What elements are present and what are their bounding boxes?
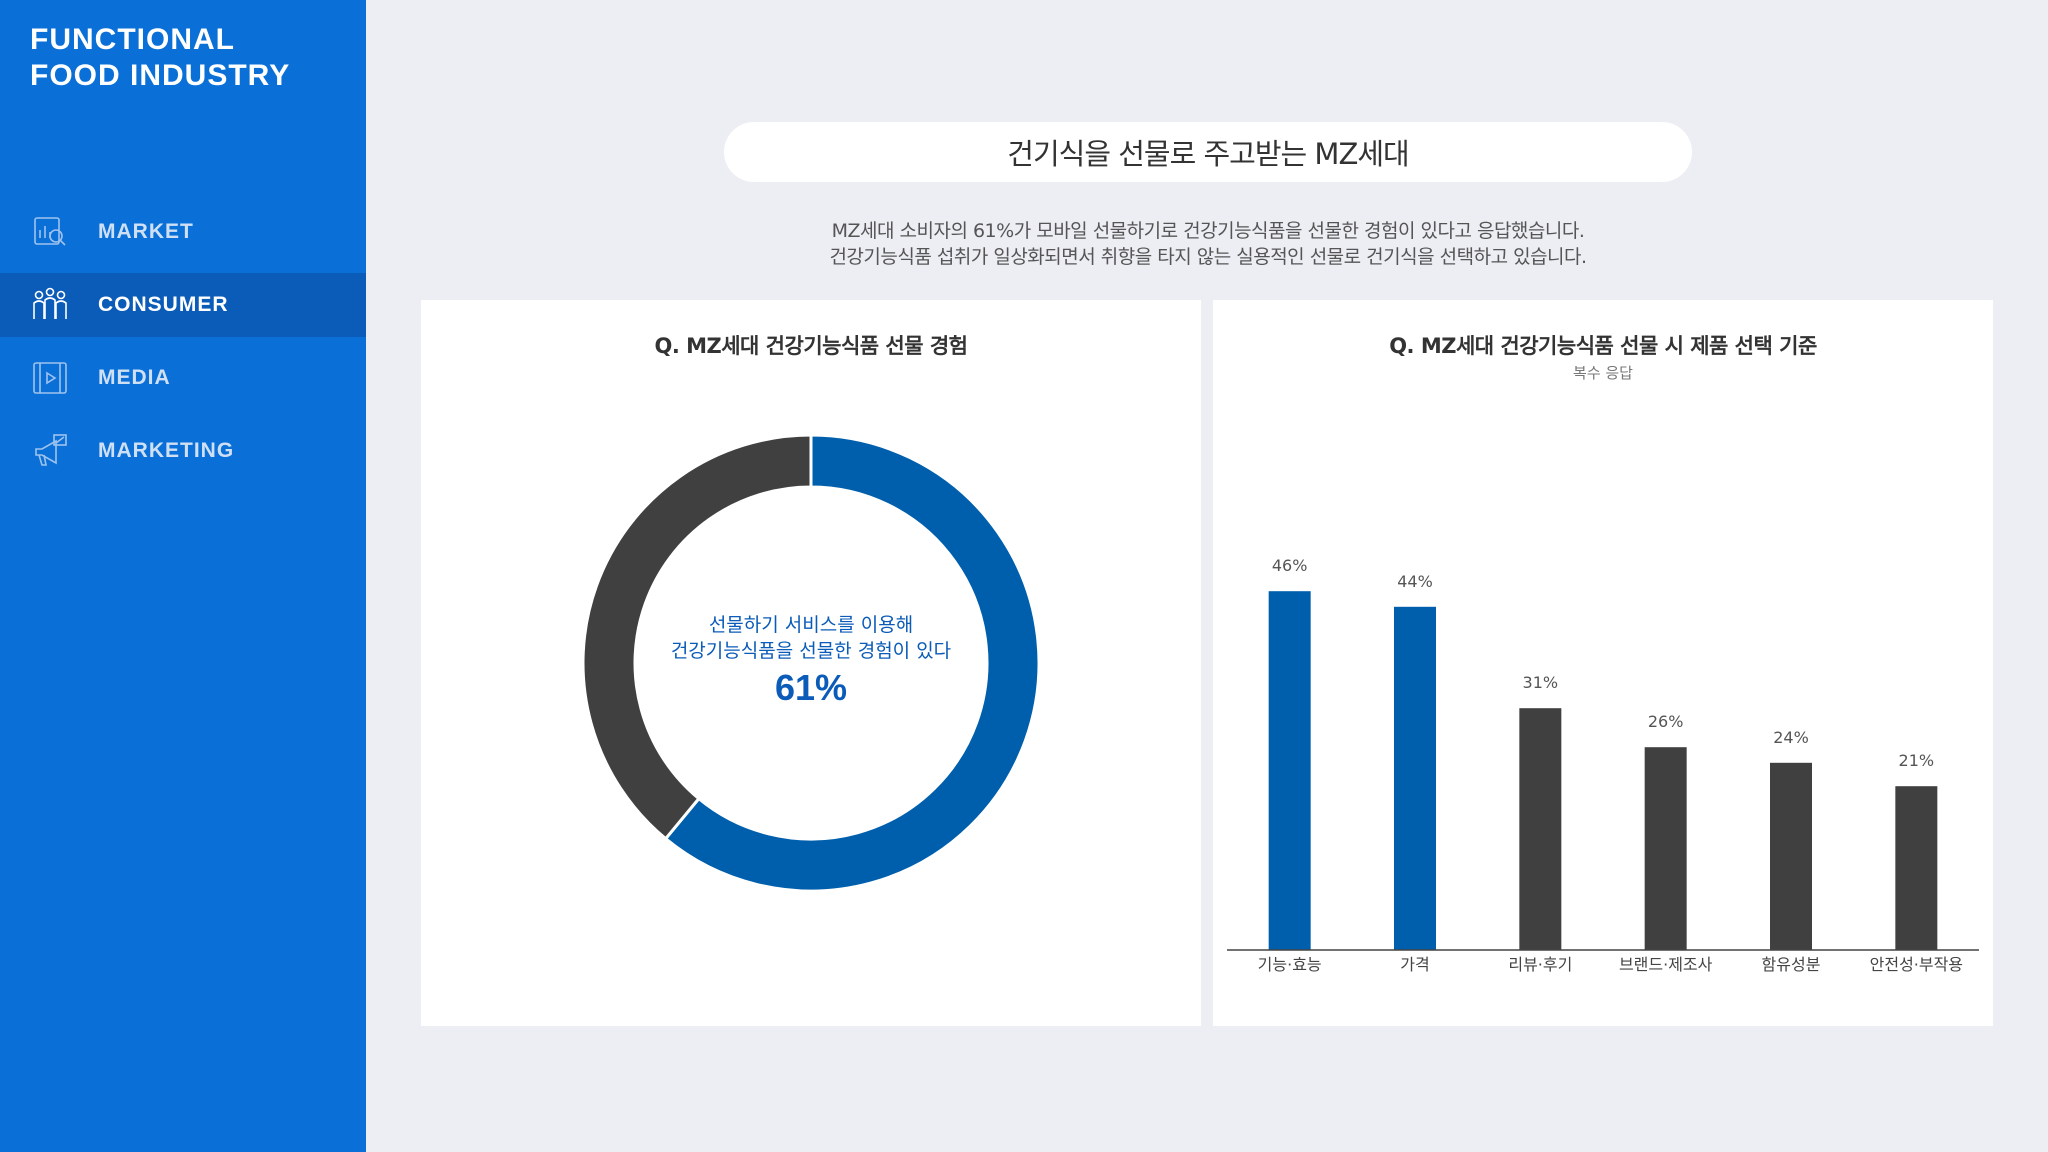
bar-value-label: 24% bbox=[1773, 728, 1809, 747]
donut-chart bbox=[581, 433, 1041, 893]
bar-4 bbox=[1770, 762, 1812, 950]
page-description: MZ세대 소비자의 61%가 모바일 선물하기로 건강기능식품을 선물한 경험이… bbox=[700, 218, 1716, 270]
bar-value-label: 46% bbox=[1272, 556, 1308, 575]
bar-value-label: 26% bbox=[1648, 712, 1684, 731]
consumer-icon bbox=[30, 285, 70, 325]
donut-center-value: 61% bbox=[774, 667, 848, 708]
bar-3 bbox=[1644, 747, 1687, 950]
donut-chart-panel: Q. MZ세대 건강기능식품 선물 경험 선물하기 서비스를 이용해 건강기능식… bbox=[421, 300, 1201, 1026]
donut-chart-title: Q. MZ세대 건강기능식품 선물 경험 bbox=[654, 334, 968, 358]
bar-category-label: 기능·효능 bbox=[1258, 955, 1322, 974]
bar-chart-note: 복수 응답 bbox=[1573, 364, 1633, 382]
market-icon bbox=[30, 212, 70, 252]
bar-category-label: 가격 bbox=[1400, 955, 1429, 974]
description-line-1: MZ세대 소비자의 61%가 모바일 선물하기로 건강기능식품을 선물한 경험이… bbox=[831, 220, 1585, 242]
bar-chart-panel: Q. MZ세대 건강기능식품 선물 시 제품 선택 기준 복수 응답 46% 기능… bbox=[1213, 300, 1993, 1026]
bar-chart: 46% 기능·효능 44% 가격 31% 리뷰·후기 26% 브랜드·제조사 24% 함유성분 21… bbox=[1227, 556, 1979, 974]
bar-5 bbox=[1895, 786, 1938, 950]
sidebar: FUNCTIONAL FOOD INDUSTRY MARKET CONSUMER bbox=[0, 0, 366, 1152]
bar-category-label: 브랜드·제조사 bbox=[1619, 955, 1713, 974]
sidebar-item-marketing[interactable]: MARKETING bbox=[0, 419, 366, 483]
sidebar-item-market[interactable]: MARKET bbox=[0, 200, 366, 264]
bar-category-label: 안전성·부작용 bbox=[1870, 955, 1963, 974]
bar-2 bbox=[1519, 708, 1562, 950]
description-line-2: 건강기능식품 섭취가 일상화되면서 취향을 타지 않는 실용적인 선물로 건기식… bbox=[829, 246, 1587, 268]
media-icon bbox=[30, 358, 70, 398]
donut-slice-0 bbox=[663, 433, 1041, 893]
sidebar-item-label: CONSUMER bbox=[98, 293, 229, 316]
bar-chart-title: Q. MZ세대 건강기능식품 선물 시 제품 선택 기준 bbox=[1389, 334, 1817, 358]
donut-slice-1 bbox=[581, 433, 813, 841]
donut-center-line-1: 선물하기 서비스를 이용해 bbox=[708, 614, 914, 636]
brand-line-1: FUNCTIONAL bbox=[30, 23, 235, 56]
page-title: 건기식을 선물로 주고받는 MZ세대 bbox=[724, 122, 1692, 182]
sidebar-item-label: MARKET bbox=[98, 220, 194, 243]
sidebar-item-consumer[interactable]: CONSUMER bbox=[0, 273, 366, 337]
bar-category-label: 함유성분 bbox=[1762, 955, 1821, 974]
bar-value-label: 21% bbox=[1899, 751, 1935, 770]
bar-value-label: 44% bbox=[1397, 572, 1433, 591]
brand-line-2: FOOD INDUSTRY bbox=[30, 59, 291, 92]
marketing-icon bbox=[30, 431, 70, 471]
donut-center-label: 선물하기 서비스를 이용해 건강기능식품을 선물한 경험이 있다 61% bbox=[561, 612, 1061, 712]
brand-logo[interactable]: FUNCTIONAL FOOD INDUSTRY bbox=[30, 22, 290, 94]
bar-1 bbox=[1394, 606, 1436, 950]
sidebar-item-label: MARKETING bbox=[98, 439, 235, 462]
donut-center-line-2: 건강기능식품을 선물한 경험이 있다 bbox=[670, 640, 952, 662]
sidebar-nav: MARKET CONSUMER MEDIA bbox=[0, 200, 366, 492]
bar-0 bbox=[1268, 591, 1311, 950]
sidebar-item-label: MEDIA bbox=[98, 366, 171, 389]
bar-value-label: 31% bbox=[1523, 673, 1559, 692]
bar-category-label: 리뷰·후기 bbox=[1508, 955, 1572, 974]
sidebar-item-media[interactable]: MEDIA bbox=[0, 346, 366, 410]
